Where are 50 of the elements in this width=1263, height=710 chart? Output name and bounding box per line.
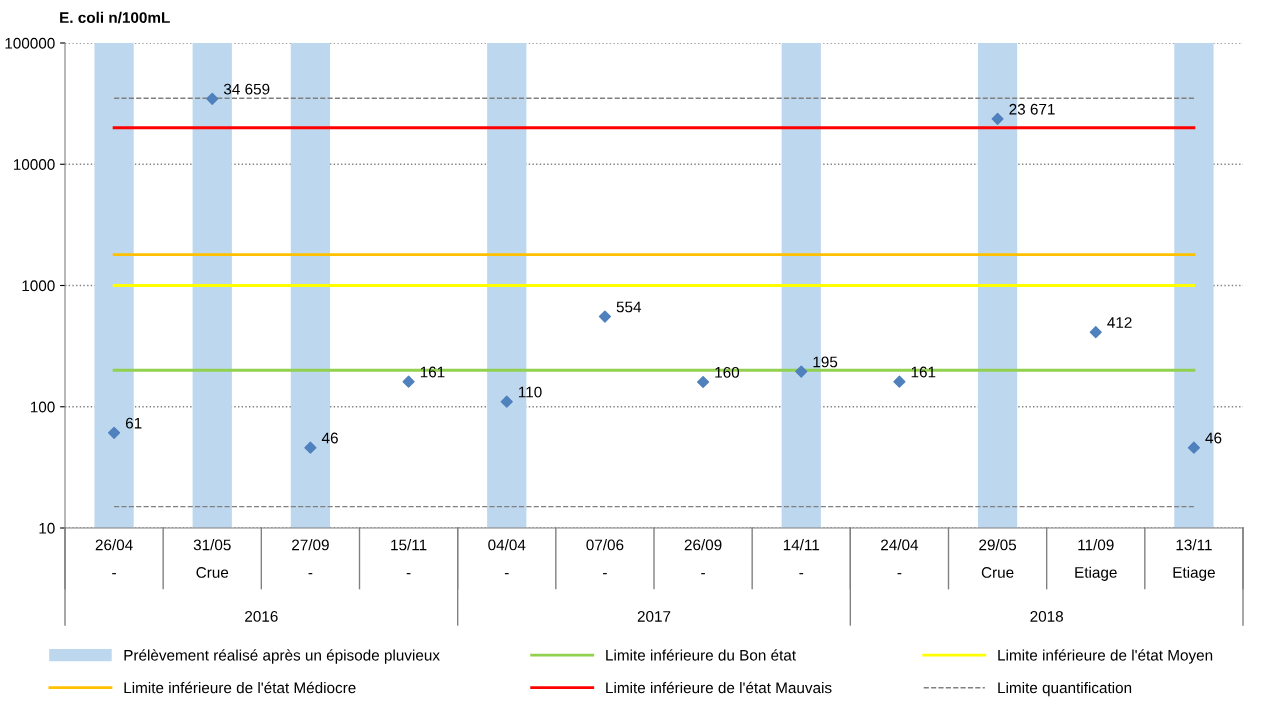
x-tick-label: 11/09 Etiage [1075, 539, 1117, 581]
y-tick-label: 1000 [22, 280, 55, 292]
legend-label: Limite inférieure de l'état Mauvais [606, 681, 832, 694]
data-label: 554 [616, 301, 642, 313]
data-label: 34 659 [223, 83, 270, 95]
point [795, 365, 808, 378]
point [1187, 441, 1200, 454]
x-tick-label: 29/05 Crue [979, 539, 1017, 578]
data-label: 161 [420, 366, 445, 378]
category-label: 24/04 - [881, 539, 919, 575]
text: 2018 [1030, 611, 1063, 622]
data-label: 23 671 [1009, 103, 1055, 115]
data-label: 46 [321, 432, 338, 444]
legend-label: Limite quantification [998, 682, 1132, 697]
text: 2017 [637, 611, 671, 622]
point [598, 310, 611, 323]
point [304, 441, 317, 454]
point [1089, 326, 1102, 339]
data-label: 110 [519, 386, 542, 398]
y-tick-label: 10000 [13, 159, 55, 170]
category-label: 15/11 - [391, 539, 427, 575]
point [893, 375, 906, 388]
point [991, 112, 1004, 125]
y-tick-label: 100 [30, 401, 55, 413]
category-label: 26/09 - [684, 539, 722, 575]
y-axis-title: E. coli n/100mL [60, 11, 170, 24]
point [402, 375, 415, 388]
data-label: 61 [125, 417, 142, 429]
data-label: 412 [1107, 317, 1132, 328]
legend-label: Limite inférieure de l'état Médiocre [124, 681, 356, 694]
category-label: 14/11 - [783, 539, 820, 575]
point [108, 426, 121, 439]
y-tick-label: 10 [39, 522, 55, 534]
y-tick-label: 100000 [5, 37, 55, 49]
point [697, 375, 710, 389]
legend-label: Limite inférieure de l'état Moyen [998, 649, 1213, 664]
x-tick-label: 13/11 Etiage [1173, 539, 1215, 581]
category-label: 07/06 - [586, 539, 624, 575]
point [206, 92, 219, 105]
data-label: 195 [813, 356, 838, 368]
point [500, 395, 513, 408]
data-label: 161 [911, 366, 936, 378]
text: 2016 [245, 611, 278, 622]
data-label: 46 [1205, 432, 1222, 444]
category-label: 04/04 - [488, 539, 526, 575]
x-tick-label: 31/05 Crue [193, 539, 231, 578]
legend-label: Limite inférieure du Bon état [606, 649, 796, 661]
legend-label: Prélèvement réalisé après un épisode pluvieux [124, 649, 440, 664]
category-label: 27/09 - [292, 539, 329, 575]
category-label: 26/04 - [95, 539, 133, 575]
